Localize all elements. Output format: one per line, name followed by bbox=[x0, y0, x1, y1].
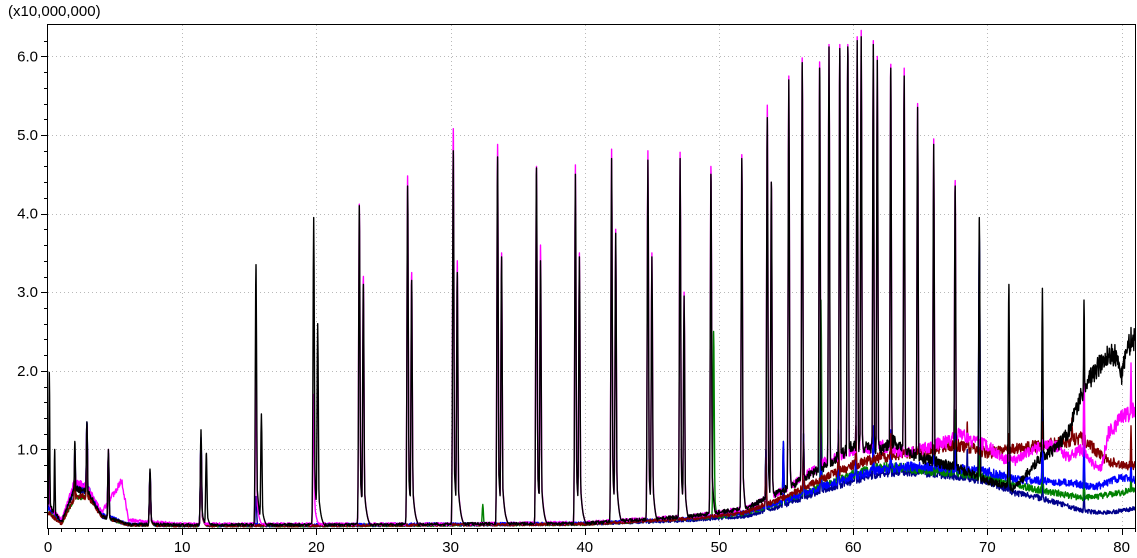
y-tick-label: 1.0 bbox=[17, 441, 38, 458]
x-tick-label: 50 bbox=[711, 539, 728, 556]
y-tick-label: 3.0 bbox=[17, 284, 38, 301]
x-tick-label: 20 bbox=[308, 539, 325, 556]
x-tick-label: 80 bbox=[1113, 539, 1130, 556]
axes: 0 10 20 30 40 50 60 70 80 1.0 2.0 3.0 4.0 5.0 6.0 bbox=[17, 41, 1136, 556]
series-line-2 bbox=[47, 299, 1136, 528]
x-tick-label: 40 bbox=[576, 539, 593, 556]
x-tick-label: 70 bbox=[979, 539, 996, 556]
y-tick-label: 6.0 bbox=[17, 48, 38, 65]
plot-frame bbox=[47, 24, 1136, 529]
y-tick-label: 5.0 bbox=[17, 127, 38, 144]
y-scale-label: (x10,000,000) bbox=[8, 3, 101, 20]
series-line-6 bbox=[47, 36, 1136, 527]
series-line-1 bbox=[47, 244, 1136, 528]
x-tick-label: 30 bbox=[442, 539, 459, 556]
series-line-4 bbox=[47, 401, 1136, 528]
x-tick-label: 10 bbox=[174, 539, 191, 556]
x-tick-label: 60 bbox=[845, 539, 862, 556]
series-group bbox=[47, 29, 1136, 528]
grid-lines bbox=[48, 25, 1135, 528]
y-tick-label: 2.0 bbox=[17, 363, 38, 380]
series-line-5 bbox=[47, 29, 1136, 527]
x-tick-label: 0 bbox=[44, 539, 52, 556]
y-tick-label: 4.0 bbox=[17, 206, 38, 223]
series-line-3 bbox=[47, 232, 1136, 527]
